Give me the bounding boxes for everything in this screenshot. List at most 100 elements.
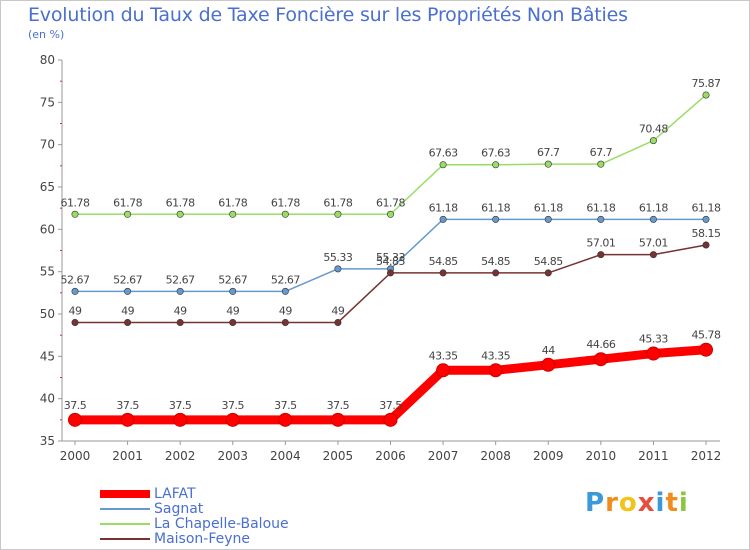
y-tick-label: 55	[40, 265, 55, 279]
legend-item: Maison-Feyne	[100, 531, 289, 547]
data-label: 49	[226, 304, 239, 317]
data-point	[334, 318, 342, 326]
data-label: 37.5	[169, 399, 192, 412]
proxiti-logo: Proxiti	[585, 488, 689, 518]
chart-legend: LAFAT Sagnat La Chapelle-Baloue Maison-Feyn…	[100, 485, 289, 547]
logo-letter: t	[665, 488, 679, 518]
data-point	[71, 287, 79, 295]
data-label: 61.18	[481, 201, 510, 214]
y-tick-label: 35	[40, 434, 55, 448]
x-tick-label: 2005	[323, 449, 354, 463]
data-label: 43.35	[429, 349, 458, 362]
data-label: 61.78	[323, 196, 352, 209]
data-point	[330, 412, 345, 427]
data-label: 61.78	[376, 196, 405, 209]
x-tick-label: 2003	[217, 449, 248, 463]
data-point	[176, 210, 184, 218]
data-label: 57.01	[586, 237, 615, 250]
x-tick-label: 2008	[480, 449, 511, 463]
data-label: 52.67	[271, 273, 300, 286]
data-label: 37.5	[222, 399, 245, 412]
legend-label: Sagnat	[154, 500, 204, 517]
data-label: 67.63	[481, 147, 510, 160]
data-point	[225, 412, 240, 427]
x-tick-label: 2007	[428, 449, 459, 463]
data-point	[68, 412, 82, 427]
data-point	[541, 357, 556, 372]
data-point	[439, 269, 447, 277]
y-tick-label: 65	[40, 180, 55, 194]
y-tick-label: 75	[40, 95, 55, 109]
data-label: 37.5	[327, 399, 350, 412]
x-tick-label: 2000	[60, 449, 91, 463]
data-label: 49	[279, 304, 292, 317]
data-point	[334, 265, 342, 273]
x-tick-label: 2012	[691, 449, 722, 463]
data-point	[649, 137, 657, 145]
data-label: 45.33	[639, 333, 668, 346]
data-label: 52.67	[166, 273, 195, 286]
data-label: 67.7	[537, 146, 560, 159]
legend-label: La Chapelle-Baloue	[154, 515, 289, 532]
x-tick-label: 2001	[112, 449, 143, 463]
logo-letter: P	[585, 488, 606, 518]
x-tick-label: 2004	[270, 449, 301, 463]
data-point	[120, 412, 135, 427]
data-point	[702, 215, 710, 223]
data-point	[488, 363, 503, 378]
data-point	[229, 318, 237, 326]
data-point	[229, 287, 237, 295]
data-label: 61.18	[692, 201, 721, 214]
data-point	[492, 269, 500, 277]
data-label: 55.33	[323, 251, 352, 264]
data-point	[173, 412, 188, 427]
data-point	[281, 287, 289, 295]
data-point	[386, 210, 394, 218]
legend-swatch	[100, 489, 150, 498]
data-point	[544, 160, 552, 168]
data-point	[702, 241, 710, 249]
data-label: 54.85	[376, 255, 405, 268]
data-point	[124, 318, 132, 326]
legend-label: LAFAT	[154, 485, 196, 502]
data-point	[699, 342, 713, 357]
data-label: 37.5	[274, 399, 297, 412]
legend-item: La Chapelle-Baloue	[100, 515, 289, 532]
data-point	[544, 215, 552, 223]
data-point	[597, 160, 605, 168]
data-point	[492, 215, 500, 223]
data-label: 45.78	[692, 329, 721, 342]
data-point	[646, 346, 661, 361]
data-point	[597, 215, 605, 223]
data-point	[649, 215, 657, 223]
x-tick-label: 2002	[165, 449, 196, 463]
data-label: 49	[331, 304, 344, 317]
data-label: 67.63	[429, 147, 458, 160]
data-point	[597, 251, 605, 259]
logo-letter: x	[637, 488, 656, 518]
data-point	[436, 363, 451, 378]
data-label: 37.5	[379, 399, 402, 412]
data-label: 61.78	[113, 196, 142, 209]
data-point	[281, 210, 289, 218]
chart-subtitle: (en %)	[28, 28, 65, 41]
x-tick-label: 2006	[375, 449, 406, 463]
data-label: 61.18	[534, 201, 563, 214]
logo-letter: i	[678, 488, 689, 518]
data-point	[439, 215, 447, 223]
data-point	[229, 210, 237, 218]
data-label: 37.5	[116, 399, 139, 412]
data-point	[593, 352, 608, 367]
data-label: 75.87	[692, 77, 721, 90]
data-label: 61.78	[271, 196, 300, 209]
logo-letter: o	[618, 488, 638, 518]
data-label: 43.35	[481, 349, 510, 362]
data-point	[124, 287, 132, 295]
data-point	[334, 210, 342, 218]
data-label: 54.85	[534, 255, 563, 268]
x-tick-label: 2009	[533, 449, 564, 463]
logo-letter: r	[605, 488, 619, 518]
y-tick-label: 70	[40, 138, 55, 152]
